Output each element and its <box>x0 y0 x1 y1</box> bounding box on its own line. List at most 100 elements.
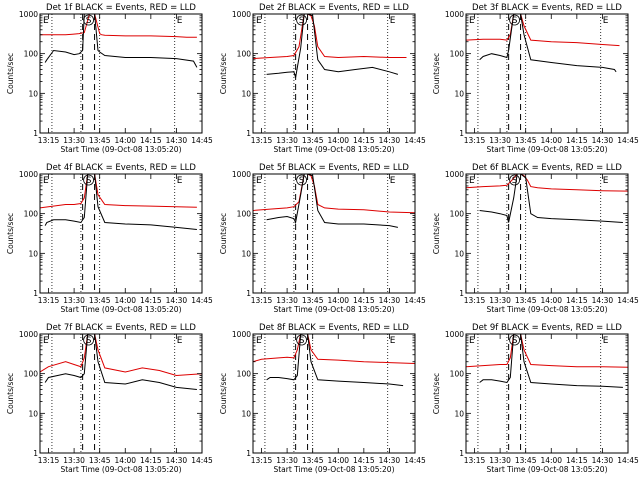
x-tick-label: 13:15 <box>464 136 486 145</box>
x-tick-label: 14:45 <box>191 296 213 305</box>
marker-s: S <box>512 336 518 346</box>
series-group <box>253 174 415 228</box>
x-axis-label: Start Time (09-Oct-08 13:05:20) <box>60 305 181 314</box>
series-line-lld <box>466 334 628 368</box>
x-tick-label: 13:30 <box>63 296 85 305</box>
y-tick-label: 1 <box>459 289 464 298</box>
x-tick-label: 14:00 <box>327 296 349 305</box>
y-tick-label: 10 <box>454 409 464 418</box>
marker-s: S <box>86 176 92 186</box>
x-tick-label: 13:15 <box>251 136 273 145</box>
x-tick-label: 13:30 <box>276 296 298 305</box>
series-line-lld <box>40 174 197 209</box>
marker-e-end: E <box>390 16 396 26</box>
marker-s: S <box>86 16 92 26</box>
x-axis-label: Start Time (09-Oct-08 13:05:20) <box>273 305 394 314</box>
x-tick-label: 14:45 <box>617 456 639 465</box>
y-axis-label: Counts/sec <box>219 213 228 254</box>
x-tick-label: 14:15 <box>353 456 375 465</box>
plot-frame <box>465 333 629 454</box>
x-tick-label: 14:30 <box>166 296 188 305</box>
panel-det-5: Det 5f BLACK = Events, RED = LLD 1 10 100 10… <box>219 163 426 314</box>
x-tick-label: 13:45 <box>89 296 111 305</box>
y-tick-label: 1000 <box>19 170 38 179</box>
x-tick-label: 13:30 <box>63 136 85 145</box>
x-tick-label: 14:00 <box>114 456 136 465</box>
x-tick-label: 14:00 <box>540 296 562 305</box>
x-tick-label: 13:45 <box>515 296 537 305</box>
plot-frame <box>39 333 203 454</box>
marker-s: S <box>86 336 92 346</box>
marker-e-end: E <box>390 336 396 346</box>
y-tick-label: 1 <box>246 129 251 138</box>
series-group <box>253 14 407 78</box>
y-axis-label: Counts/sec <box>6 53 15 94</box>
marker-s-circle <box>83 334 94 346</box>
x-tick-label: 13:45 <box>302 296 324 305</box>
x-tick-label: 14:30 <box>379 456 401 465</box>
marker-s: S <box>299 336 305 346</box>
series-line-lld <box>253 174 415 214</box>
series-line-events <box>479 334 623 388</box>
x-tick-label: 14:45 <box>191 456 213 465</box>
x-tick-label: 14:45 <box>404 456 426 465</box>
panel-title: Det 5f BLACK = Events, RED = LLD <box>259 163 409 173</box>
marker-e-start: E <box>43 16 49 26</box>
series-line-events <box>479 14 617 73</box>
marker-s-circle <box>83 174 94 186</box>
x-axis-label: Start Time (09-Oct-08 13:05:20) <box>486 145 607 154</box>
plot-frame <box>39 173 203 294</box>
plot-frame <box>465 173 629 294</box>
x-tick-label: 13:30 <box>489 456 511 465</box>
x-tick-label: 13:45 <box>302 456 324 465</box>
y-tick-label: 1000 <box>445 10 464 19</box>
x-tick-label: 13:15 <box>251 456 273 465</box>
x-tick-label: 13:30 <box>489 136 511 145</box>
marker-s-circle <box>509 334 520 346</box>
x-tick-label: 14:00 <box>114 296 136 305</box>
series-group <box>40 174 197 230</box>
x-tick-label: 14:00 <box>540 136 562 145</box>
x-axis-label: Start Time (09-Oct-08 13:05:20) <box>486 305 607 314</box>
x-tick-label: 14:00 <box>327 136 349 145</box>
x-tick-label: 13:15 <box>38 456 60 465</box>
y-axis-label: Counts/sec <box>6 213 15 254</box>
series-line-events <box>266 334 404 387</box>
y-tick-label: 100 <box>24 50 39 59</box>
marker-e-start: E <box>469 336 475 346</box>
marker-s-circle <box>296 14 308 26</box>
x-tick-label: 14:30 <box>166 136 188 145</box>
marker-e-start: E <box>256 336 262 346</box>
y-axis-label: Counts/sec <box>432 373 441 414</box>
x-tick-label: 14:15 <box>353 136 375 145</box>
series-group <box>40 334 202 390</box>
y-tick-label: 1 <box>33 129 38 138</box>
y-tick-label: 10 <box>28 89 38 98</box>
y-tick-label: 100 <box>237 50 252 59</box>
marker-e-start: E <box>43 176 49 186</box>
marker-e-end: E <box>603 336 609 346</box>
series-group <box>466 174 628 223</box>
y-tick-label: 10 <box>241 409 251 418</box>
marker-e-start: E <box>43 336 49 346</box>
y-axis-label: Counts/sec <box>219 373 228 414</box>
x-tick-label: 14:45 <box>404 136 426 145</box>
marker-e-start: E <box>256 176 262 186</box>
plot-frame <box>252 173 416 294</box>
panel-det-7: Det 7f BLACK = Events, RED = LLD 1 10 100 10… <box>6 323 213 474</box>
x-tick-label: 14:15 <box>140 296 162 305</box>
y-tick-label: 10 <box>454 89 464 98</box>
x-tick-label: 13:45 <box>89 456 111 465</box>
x-tick-label: 14:30 <box>592 456 614 465</box>
panel-title: Det 8f BLACK = Events, RED = LLD <box>259 323 409 333</box>
plot-frame <box>39 13 203 134</box>
y-tick-label: 1 <box>33 449 38 458</box>
x-tick-label: 13:45 <box>89 136 111 145</box>
panel-title: Det 7f BLACK = Events, RED = LLD <box>46 323 196 333</box>
x-tick-label: 13:45 <box>302 136 324 145</box>
x-tick-label: 14:15 <box>140 456 162 465</box>
x-tick-label: 14:15 <box>140 136 162 145</box>
y-axis-label: Counts/sec <box>6 373 15 414</box>
marker-s: S <box>299 176 305 186</box>
x-tick-label: 14:45 <box>191 136 213 145</box>
